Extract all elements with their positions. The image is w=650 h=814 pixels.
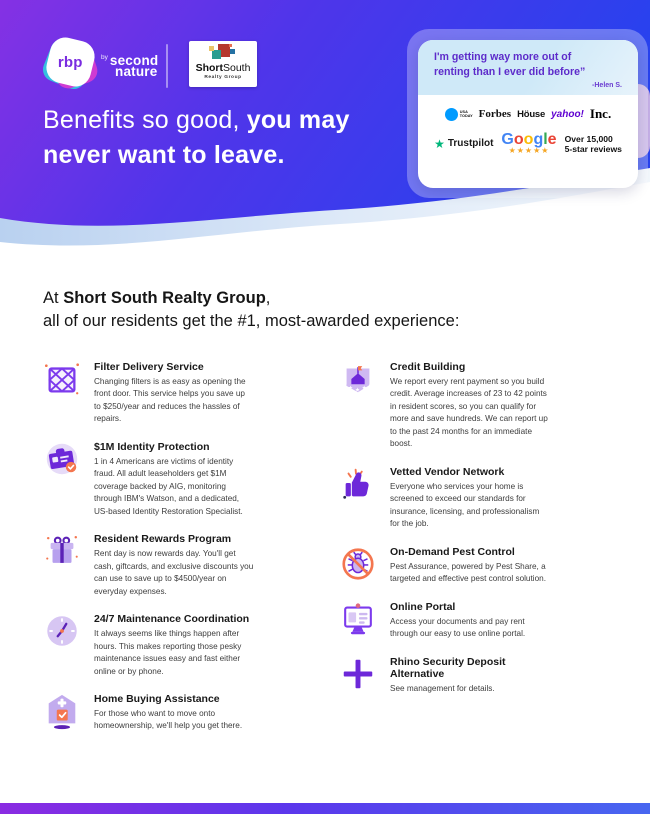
second-nature-line2: nature xyxy=(115,64,158,79)
client-logo: ShortSouth Realty Group xyxy=(189,41,257,87)
bottom-gradient-bar xyxy=(0,803,650,814)
headline-bold-part1: you may xyxy=(246,106,350,134)
benefit-title: Home Buying Assistance xyxy=(94,692,220,705)
thumbs-up-icon xyxy=(343,468,369,499)
intro-heading: At Short South Realty Group, all of our … xyxy=(43,287,630,333)
plus-icon xyxy=(343,659,373,688)
benefit-pest-control: On-Demand Pest Control Pest Assurance, p… xyxy=(339,544,601,586)
benefits-columns: Filter Delivery Service Changing filters… xyxy=(43,359,630,746)
client-logo-subtitle: Realty Group xyxy=(204,75,242,80)
headline-light-part: Benefits so good, xyxy=(43,106,247,134)
benefit-title: Filter Delivery Service xyxy=(94,361,204,373)
trustpilot-star-icon: ★ xyxy=(434,136,445,151)
usa-today-circle-icon xyxy=(444,107,458,121)
benefit-title: 24/7 Maintenance Coordination xyxy=(94,613,250,626)
yahoo-logo: yahoo! xyxy=(551,108,584,120)
benefit-title: Credit Building xyxy=(390,361,466,373)
credit-badge-icon: ★ ★ ★ xyxy=(346,366,370,393)
benefit-title: Online Portal xyxy=(390,600,456,613)
benefit-description: Access your documents and pay rent throu… xyxy=(390,616,526,639)
house-beautiful-logo: Höuse xyxy=(517,108,546,120)
benefit-rhino-deposit: Rhino Security Deposit Alternative See m… xyxy=(339,654,601,695)
benefit-credit-building: ★ ★ ★ Credit Building We report every re… xyxy=(339,359,601,451)
press-logos-row: USA TODAY Forbes Höuse yahoo! Inc. xyxy=(418,106,638,122)
client-logo-name: ShortSouth xyxy=(189,62,257,74)
testimonial-quote: I'm getting way more out of renting than… xyxy=(434,50,624,80)
review-count: Over 15,000 5-star reviews xyxy=(564,133,622,154)
client-name-bold: Short xyxy=(195,62,223,74)
google-letters: Google xyxy=(501,131,557,148)
gift-icon xyxy=(46,536,78,564)
header-headline: Benefits so good, you may never want to … xyxy=(43,103,350,173)
benefit-title: On-Demand Pest Control xyxy=(390,545,515,558)
benefit-vetted-vendors: Vetted Vendor Network Everyone who servi… xyxy=(339,464,601,531)
rbp-logo: rbp xyxy=(39,34,101,93)
header-divider xyxy=(166,44,168,88)
svg-text:★: ★ xyxy=(362,384,367,391)
quote-line2: renting than I ever did before” xyxy=(434,66,586,78)
benefit-description: See management for details. xyxy=(390,683,495,693)
intro-line2: all of our residents get the #1, most-aw… xyxy=(43,312,460,330)
benefit-online-portal: Online Portal Access your documents and … xyxy=(339,599,601,641)
benefit-description: Everyone who services your home is scree… xyxy=(390,481,540,529)
benefit-description: It always seems like things happen after… xyxy=(94,629,242,676)
rbp-logo-text: rbp xyxy=(58,53,83,71)
house-icon xyxy=(48,694,76,730)
benefit-title: Vetted Vendor Network xyxy=(390,465,505,478)
identity-shield-icon xyxy=(46,443,78,475)
benefits-right-column: ★ ★ ★ Credit Building We report every re… xyxy=(339,359,601,746)
reviews-row: ★ Trustpilot Google ★★★★★ Over 15,000 5-… xyxy=(418,132,638,155)
benefit-description: We report every rent payment so you buil… xyxy=(390,377,548,449)
monitor-icon xyxy=(344,603,372,634)
second-nature-line1: second xyxy=(109,53,159,68)
benefit-resident-rewards: Resident Rewards Program Rent day is now… xyxy=(43,531,295,598)
google-stars-icon: ★★★★★ xyxy=(508,146,550,155)
testimonial-quote-zone: I'm getting way more out of renting than… xyxy=(418,40,638,95)
filter-icon xyxy=(44,363,80,395)
intro-company-name: Short South Realty Group xyxy=(63,289,266,307)
intro-prefix: At xyxy=(43,289,64,307)
usa-today-text: USA TODAY xyxy=(459,110,473,118)
second-nature-wordmark: by second nature xyxy=(101,52,159,79)
benefit-maintenance-coordination: 24/7 Maintenance Coordination It always … xyxy=(43,611,295,678)
clock-icon xyxy=(47,616,77,646)
main-content: At Short South Realty Group, all of our … xyxy=(43,287,630,746)
testimonial-attribution: -Helen S. xyxy=(592,82,622,89)
trustpilot-text: Trustpilot xyxy=(447,138,494,149)
trustpilot-logo: ★ Trustpilot xyxy=(434,137,493,151)
client-name-light: South xyxy=(222,62,251,74)
no-pest-icon xyxy=(342,548,374,580)
benefit-home-buying: Home Buying Assistance For those who wan… xyxy=(43,691,295,733)
headline-bold-part2: never want to leave. xyxy=(43,141,285,169)
inc-logo: Inc. xyxy=(589,106,612,121)
benefit-description: Changing filters is as easy as opening t… xyxy=(94,377,246,424)
by-label: by xyxy=(101,54,108,61)
svg-text:★: ★ xyxy=(355,386,360,393)
svg-text:★: ★ xyxy=(348,384,353,391)
benefits-left-column: Filter Delivery Service Changing filters… xyxy=(43,359,295,746)
google-logo: Google ★★★★★ xyxy=(501,132,556,155)
benefit-description: Pest Assurance, powered by Pest Share, a… xyxy=(390,561,546,584)
forbes-logo: Forbes xyxy=(478,108,512,120)
quote-line1: I'm getting way more out of xyxy=(434,51,572,63)
benefit-title: Rhino Security Deposit Alternative xyxy=(390,655,506,680)
testimonial-card: I'm getting way more out of renting than… xyxy=(418,40,638,188)
benefit-description: Rent day is now rewards day. You'll get … xyxy=(94,549,254,596)
client-logo-mosaic-icon xyxy=(189,44,257,61)
benefit-filter-delivery: Filter Delivery Service Changing filters… xyxy=(43,359,295,426)
benefit-title: Resident Rewards Program xyxy=(94,533,232,546)
usa-today-logo: USA TODAY xyxy=(444,107,473,121)
benefit-description: For those who want to move onto homeowne… xyxy=(94,708,243,731)
benefit-title: $1M Identity Protection xyxy=(94,440,210,453)
benefit-description: 1 in 4 Americans are victims of identity… xyxy=(94,456,243,516)
benefit-identity-protection: $1M Identity Protection 1 in 4 Americans… xyxy=(43,439,295,518)
intro-suffix: , xyxy=(265,289,271,307)
